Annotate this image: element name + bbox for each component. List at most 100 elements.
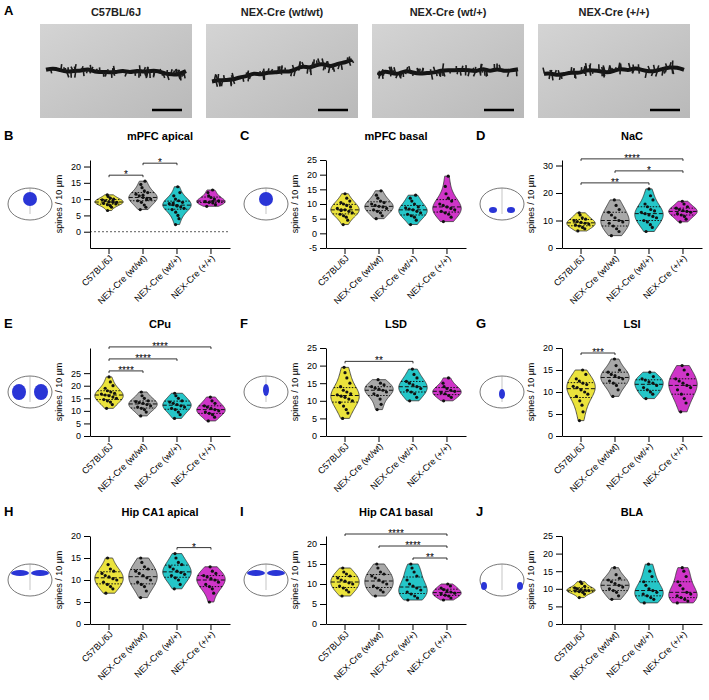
x-axis: C57BL/6JNEX-Cre (wt/wt)NEX-Cre (wt/+)NEX…	[80, 436, 231, 494]
dendrite-spine	[619, 69, 621, 75]
dendrite-spine	[657, 65, 659, 70]
data-point	[584, 218, 587, 221]
y-tick-mark	[556, 589, 562, 590]
x-tick: C57BL/6J	[80, 436, 115, 476]
data-point	[143, 397, 146, 400]
dendrite-spine	[412, 73, 414, 76]
x-tick-label: C57BL/6J	[552, 253, 587, 288]
data-point	[621, 220, 624, 223]
data-point	[676, 388, 679, 391]
y-tick-mark	[556, 554, 562, 555]
y-tick: 0	[76, 227, 90, 237]
dendrite-spine	[586, 63, 587, 70]
data-point	[445, 589, 448, 592]
data-point	[214, 572, 217, 575]
data-point	[178, 191, 181, 194]
data-point	[346, 412, 349, 415]
data-point	[109, 204, 112, 207]
data-point	[652, 598, 655, 601]
y-tick: 5	[76, 419, 90, 429]
y-tick: 15	[307, 559, 326, 569]
data-point	[336, 576, 339, 579]
y-tick-label: 0	[312, 229, 317, 239]
dendrite-spine	[449, 70, 451, 73]
quartile-line	[602, 590, 627, 591]
violin	[399, 369, 427, 401]
brain-outline	[480, 188, 524, 220]
dendrite-spine	[176, 69, 178, 75]
x-tick-mark	[143, 436, 144, 442]
violin	[433, 378, 461, 401]
x-axis-line	[563, 248, 703, 249]
x-axis-line	[327, 624, 467, 625]
violin	[365, 191, 393, 219]
data-point	[138, 194, 141, 197]
dendrite-spine	[665, 68, 666, 72]
data-point	[649, 596, 652, 599]
data-point	[143, 585, 146, 588]
dendrite-spine	[262, 71, 264, 75]
data-point	[376, 394, 379, 397]
y-tick: 0	[548, 431, 562, 441]
dendrite-spine	[551, 74, 554, 81]
x-tick: C57BL/6J	[316, 436, 351, 476]
significance-label: ****	[135, 353, 151, 364]
dendrite-spine	[263, 74, 265, 80]
brain-region	[247, 570, 265, 576]
data-point	[372, 584, 375, 587]
dendrite-spine	[114, 66, 115, 72]
quartile-line	[131, 583, 156, 584]
dendrite-spine	[390, 73, 392, 76]
data-point	[376, 408, 379, 411]
brain-midline	[30, 376, 31, 402]
data-point	[385, 390, 388, 393]
violin	[601, 359, 629, 396]
dendrite-spine	[216, 81, 217, 87]
x-tick-label: NEX-Cre (+/+)	[405, 629, 453, 677]
median-line	[635, 384, 663, 385]
dendrite-spine	[74, 71, 77, 78]
data-point	[679, 596, 682, 599]
y-tick-label: 5	[312, 599, 317, 609]
x-tick-mark	[176, 624, 177, 630]
data-point	[617, 594, 620, 597]
x-tick: NEX-Cre (+/+)	[641, 436, 689, 489]
data-point	[410, 592, 413, 595]
data-point	[574, 224, 577, 227]
brain-outline	[8, 188, 52, 220]
y-tick-mark	[84, 167, 90, 168]
scale-bar	[484, 109, 514, 112]
quartile-line	[434, 595, 460, 596]
y-axis-title: spines / 10 µm	[290, 363, 300, 422]
dendrite-spine	[638, 69, 640, 74]
data-point	[102, 398, 105, 401]
dendrite-spine	[149, 71, 151, 78]
micrograph-background	[40, 24, 192, 118]
dendrite-spine	[349, 61, 351, 66]
data-point	[370, 385, 373, 388]
dendrite-spine	[246, 72, 248, 76]
y-axis-title: spines / 10 µm	[54, 175, 64, 234]
y-tick-label: 5	[76, 597, 81, 607]
x-tick-mark	[446, 248, 447, 254]
dendrite-spine	[394, 67, 396, 74]
data-point	[417, 205, 420, 208]
y-tick-mark	[556, 571, 562, 572]
data-point	[413, 570, 416, 573]
y-tick: 15	[543, 567, 562, 577]
data-point	[579, 388, 582, 391]
y-tick: 0	[312, 431, 326, 441]
data-point	[175, 570, 178, 573]
data-point	[646, 205, 649, 208]
data-point	[174, 576, 177, 579]
dendrite-spine	[379, 74, 380, 79]
y-tick: 0	[312, 229, 326, 239]
dendrite-spine	[638, 64, 640, 69]
chart-title: Hip CA1 apical	[121, 506, 198, 518]
data-point	[643, 202, 646, 205]
data-point	[207, 194, 210, 197]
data-point	[381, 389, 384, 392]
y-tick: 25	[543, 531, 562, 541]
dendrite-spine	[221, 80, 222, 86]
dendrite-spine	[352, 60, 354, 63]
